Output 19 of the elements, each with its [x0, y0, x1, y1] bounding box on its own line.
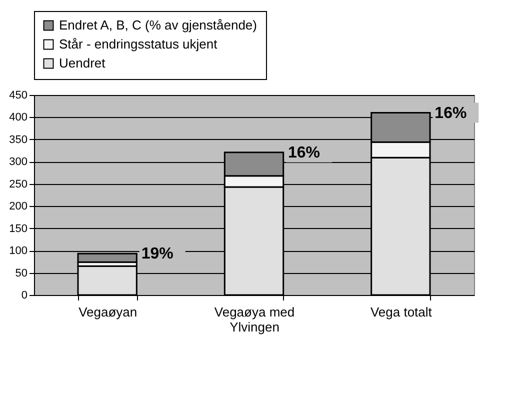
x-tick-label: Vegaøya med Ylvingen: [214, 304, 295, 334]
y-tick-label: 250: [9, 178, 28, 190]
x-tick-label: Vega totalt: [370, 304, 432, 320]
y-tick-label: 0: [21, 290, 28, 302]
y-tick-label: 350: [9, 134, 28, 146]
annotation: 19%: [141, 246, 174, 263]
annotation: 16%: [288, 144, 320, 162]
annotation: 16%: [434, 104, 467, 122]
y-tick-label: 50: [15, 267, 28, 280]
y-tick-label: 200: [9, 200, 28, 213]
y-tick-label: 400: [9, 112, 28, 124]
legend-label: Står - endringsstatus ukjent: [59, 36, 218, 52]
y-tick-label: 150: [9, 222, 28, 235]
y-tick-label: 450: [9, 90, 28, 102]
legend-label: Uendret: [59, 56, 106, 70]
y-tick-label: 100: [9, 245, 28, 258]
legend-label: Endret A, B, C (% av gjenstående): [59, 18, 257, 32]
y-tick-label: 300: [9, 156, 28, 168]
x-tick-label: Vegaøyan: [78, 304, 138, 320]
